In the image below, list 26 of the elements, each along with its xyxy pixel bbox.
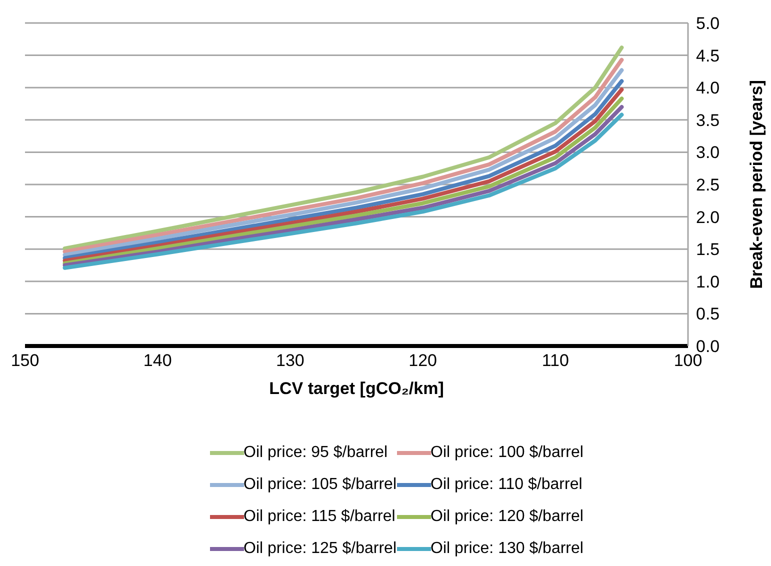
y-tick-label: 1.5	[696, 240, 720, 260]
y-tick-label: 3.5	[696, 110, 720, 130]
legend-label: Oil price: 100 $/barrel	[430, 444, 584, 462]
x-axis-title: LCV target [gCO₂/km]	[269, 379, 444, 398]
y-tick-label: 0.5	[696, 304, 720, 324]
legend-label: Oil price: 115 $/barrel	[244, 508, 396, 526]
legend-label: Oil price: 120 $/barrel	[430, 508, 584, 526]
y-tick-label: 4.5	[696, 46, 720, 66]
y-tick-label: 1.0	[696, 272, 720, 292]
x-tick-label: 110	[542, 351, 569, 370]
x-tick-label: 150	[10, 351, 40, 370]
x-tick-label: 100	[674, 351, 702, 370]
x-tick-label: 140	[143, 351, 172, 370]
y-axis-title: Break-even period [years]	[747, 80, 766, 289]
y-tick-label: 3.0	[696, 143, 720, 162]
legend-label: Oil price: 110 $/barrel	[430, 476, 582, 494]
legend-label: Oil price: 130 $/barrel	[430, 540, 584, 558]
y-tick-label: 5.0	[696, 14, 720, 34]
y-tick-label: 2.0	[696, 208, 720, 227]
x-tick-label: 130	[276, 351, 304, 370]
y-tick-label: 4.0	[696, 78, 720, 98]
legend-label: Oil price: 125 $/barrel	[244, 540, 396, 558]
legend-label: Oil price: 95 $/barrel	[244, 444, 388, 462]
x-tick-label: 120	[408, 351, 437, 370]
y-tick-label: 2.5	[696, 176, 720, 195]
legend-label: Oil price: 105 $/barrel	[244, 476, 396, 494]
